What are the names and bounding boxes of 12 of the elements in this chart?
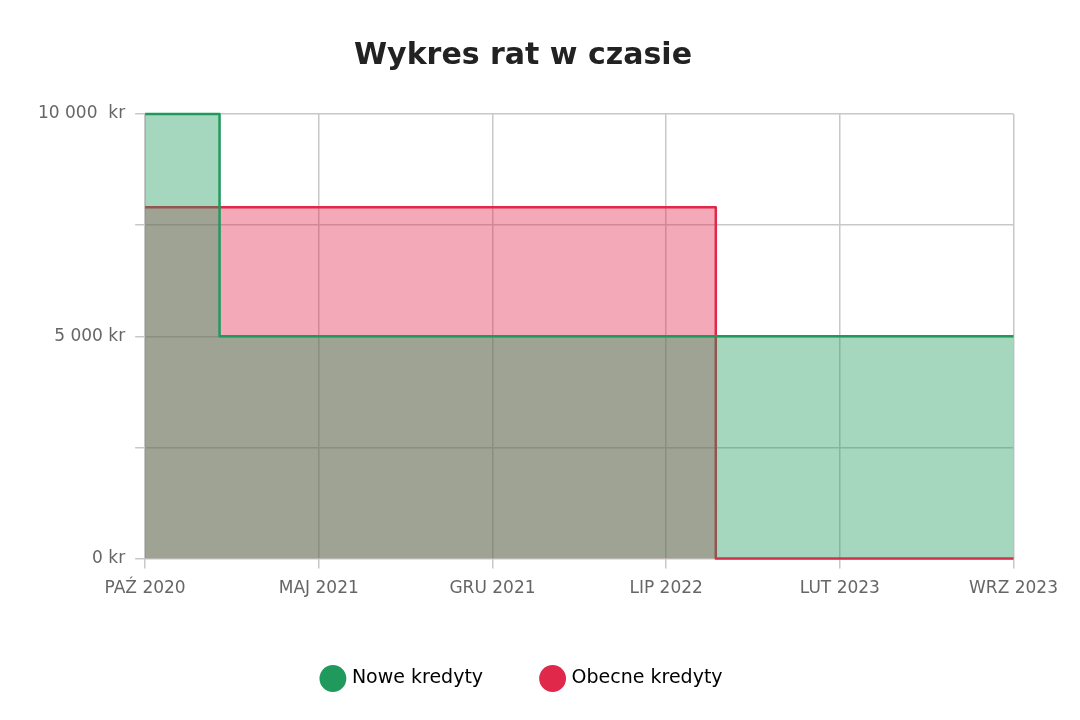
- y-tick-label: 0 kr: [92, 547, 126, 568]
- x-tick-label: LIP 2022: [629, 577, 703, 598]
- y-tick-label: 5 000 kr: [54, 324, 126, 345]
- chart-title: Wykres rat w czasie: [354, 35, 692, 71]
- x-tick-label: PAŹ 2020: [104, 576, 186, 598]
- x-tick-label: LUT 2023: [799, 577, 880, 598]
- x-tick-label: MAJ 2021: [278, 577, 359, 598]
- y-tick-label: 10 000 kr: [38, 102, 126, 123]
- x-tick-label: GRU 2021: [449, 577, 536, 598]
- legend-label: Nowe kredyty: [351, 665, 484, 688]
- x-tick-label: WRZ 2023: [969, 577, 1058, 598]
- legend-label: Obecne kredyty: [571, 665, 723, 688]
